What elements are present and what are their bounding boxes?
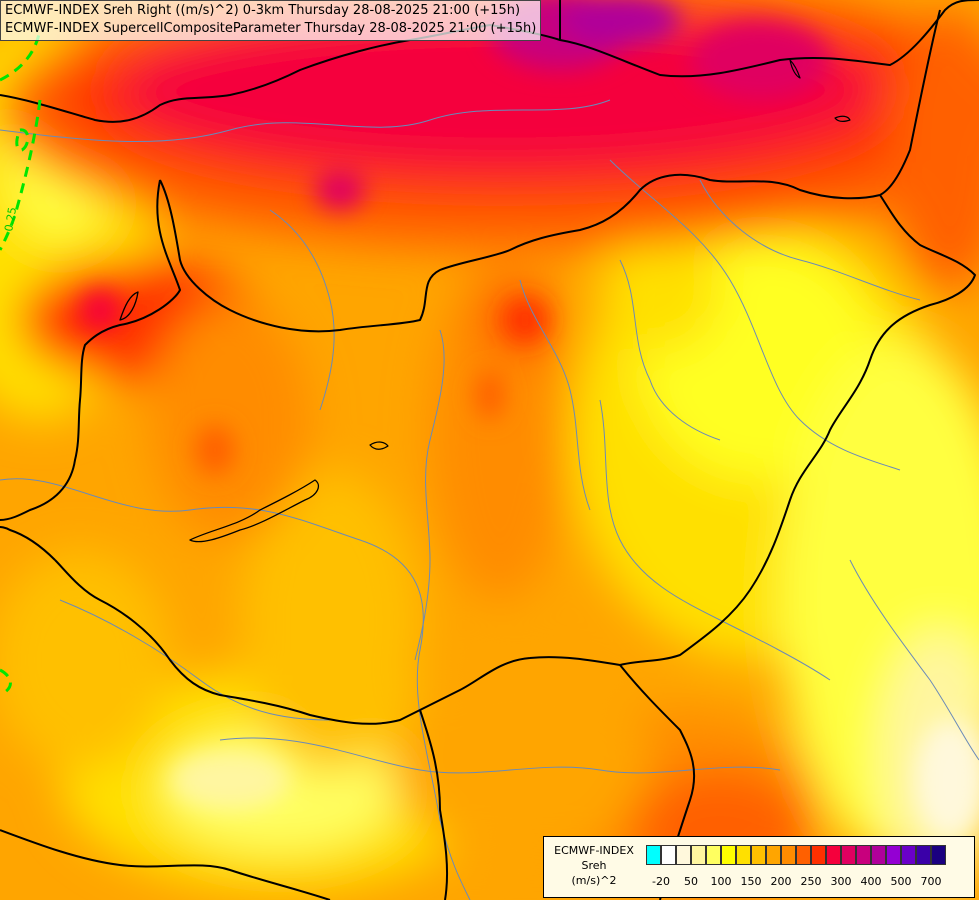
legend-variable: Sreh [581, 859, 607, 872]
color-legend: ECMWF-INDEX Sreh (m/s)^2 -20 50 100 150 200 2… [543, 836, 975, 898]
legend-tick: -20 [652, 875, 670, 888]
legend-label-block: ECMWF-INDEX Sreh (m/s)^2 [544, 843, 644, 888]
title-line-sreh: ECMWF-INDEX Sreh Right ((m/s)^2) 0-3km T… [5, 3, 521, 18]
legend-swatch [826, 845, 841, 865]
legend-tick: 200 [770, 875, 792, 888]
legend-swatch [901, 845, 916, 865]
legend-tick: 400 [860, 875, 882, 888]
legend-swatch [721, 845, 736, 865]
legend-swatch [856, 845, 871, 865]
legend-swatch [691, 845, 706, 865]
legend-unit: (m/s)^2 [571, 874, 617, 887]
legend-tick: 250 [800, 875, 822, 888]
legend-color-bar [646, 845, 946, 865]
legend-swatch [841, 845, 856, 865]
legend-tick: 300 [830, 875, 852, 888]
rivers [0, 99, 979, 900]
legend-swatch [661, 845, 676, 865]
legend-swatch [931, 845, 946, 865]
legend-swatch [736, 845, 751, 865]
legend-swatch [871, 845, 886, 865]
legend-tick: 50 [684, 875, 698, 888]
legend-swatch [781, 845, 796, 865]
legend-swatch [916, 845, 931, 865]
legend-tick: 700 [920, 875, 942, 888]
legend-swatch [646, 845, 661, 865]
legend-tick: 500 [890, 875, 912, 888]
map-title-box: ECMWF-INDEX Sreh Right ((m/s)^2) 0-3km T… [0, 0, 542, 41]
legend-swatch [676, 845, 691, 865]
legend-tick: 100 [710, 875, 732, 888]
title-line-scp: ECMWF-INDEX SupercellCompositeParameter … [5, 21, 537, 36]
legend-title: ECMWF-INDEX [554, 844, 634, 857]
legend-swatch [796, 845, 811, 865]
legend-swatch [811, 845, 826, 865]
legend-swatch [706, 845, 721, 865]
legend-tick: 150 [740, 875, 762, 888]
legend-ticks: -20 50 100 150 200 250 300 400 500 700 [646, 875, 966, 891]
contour-label: 0.25 [2, 206, 19, 232]
legend-swatch [751, 845, 766, 865]
legend-swatch [886, 845, 901, 865]
legend-swatch [766, 845, 781, 865]
